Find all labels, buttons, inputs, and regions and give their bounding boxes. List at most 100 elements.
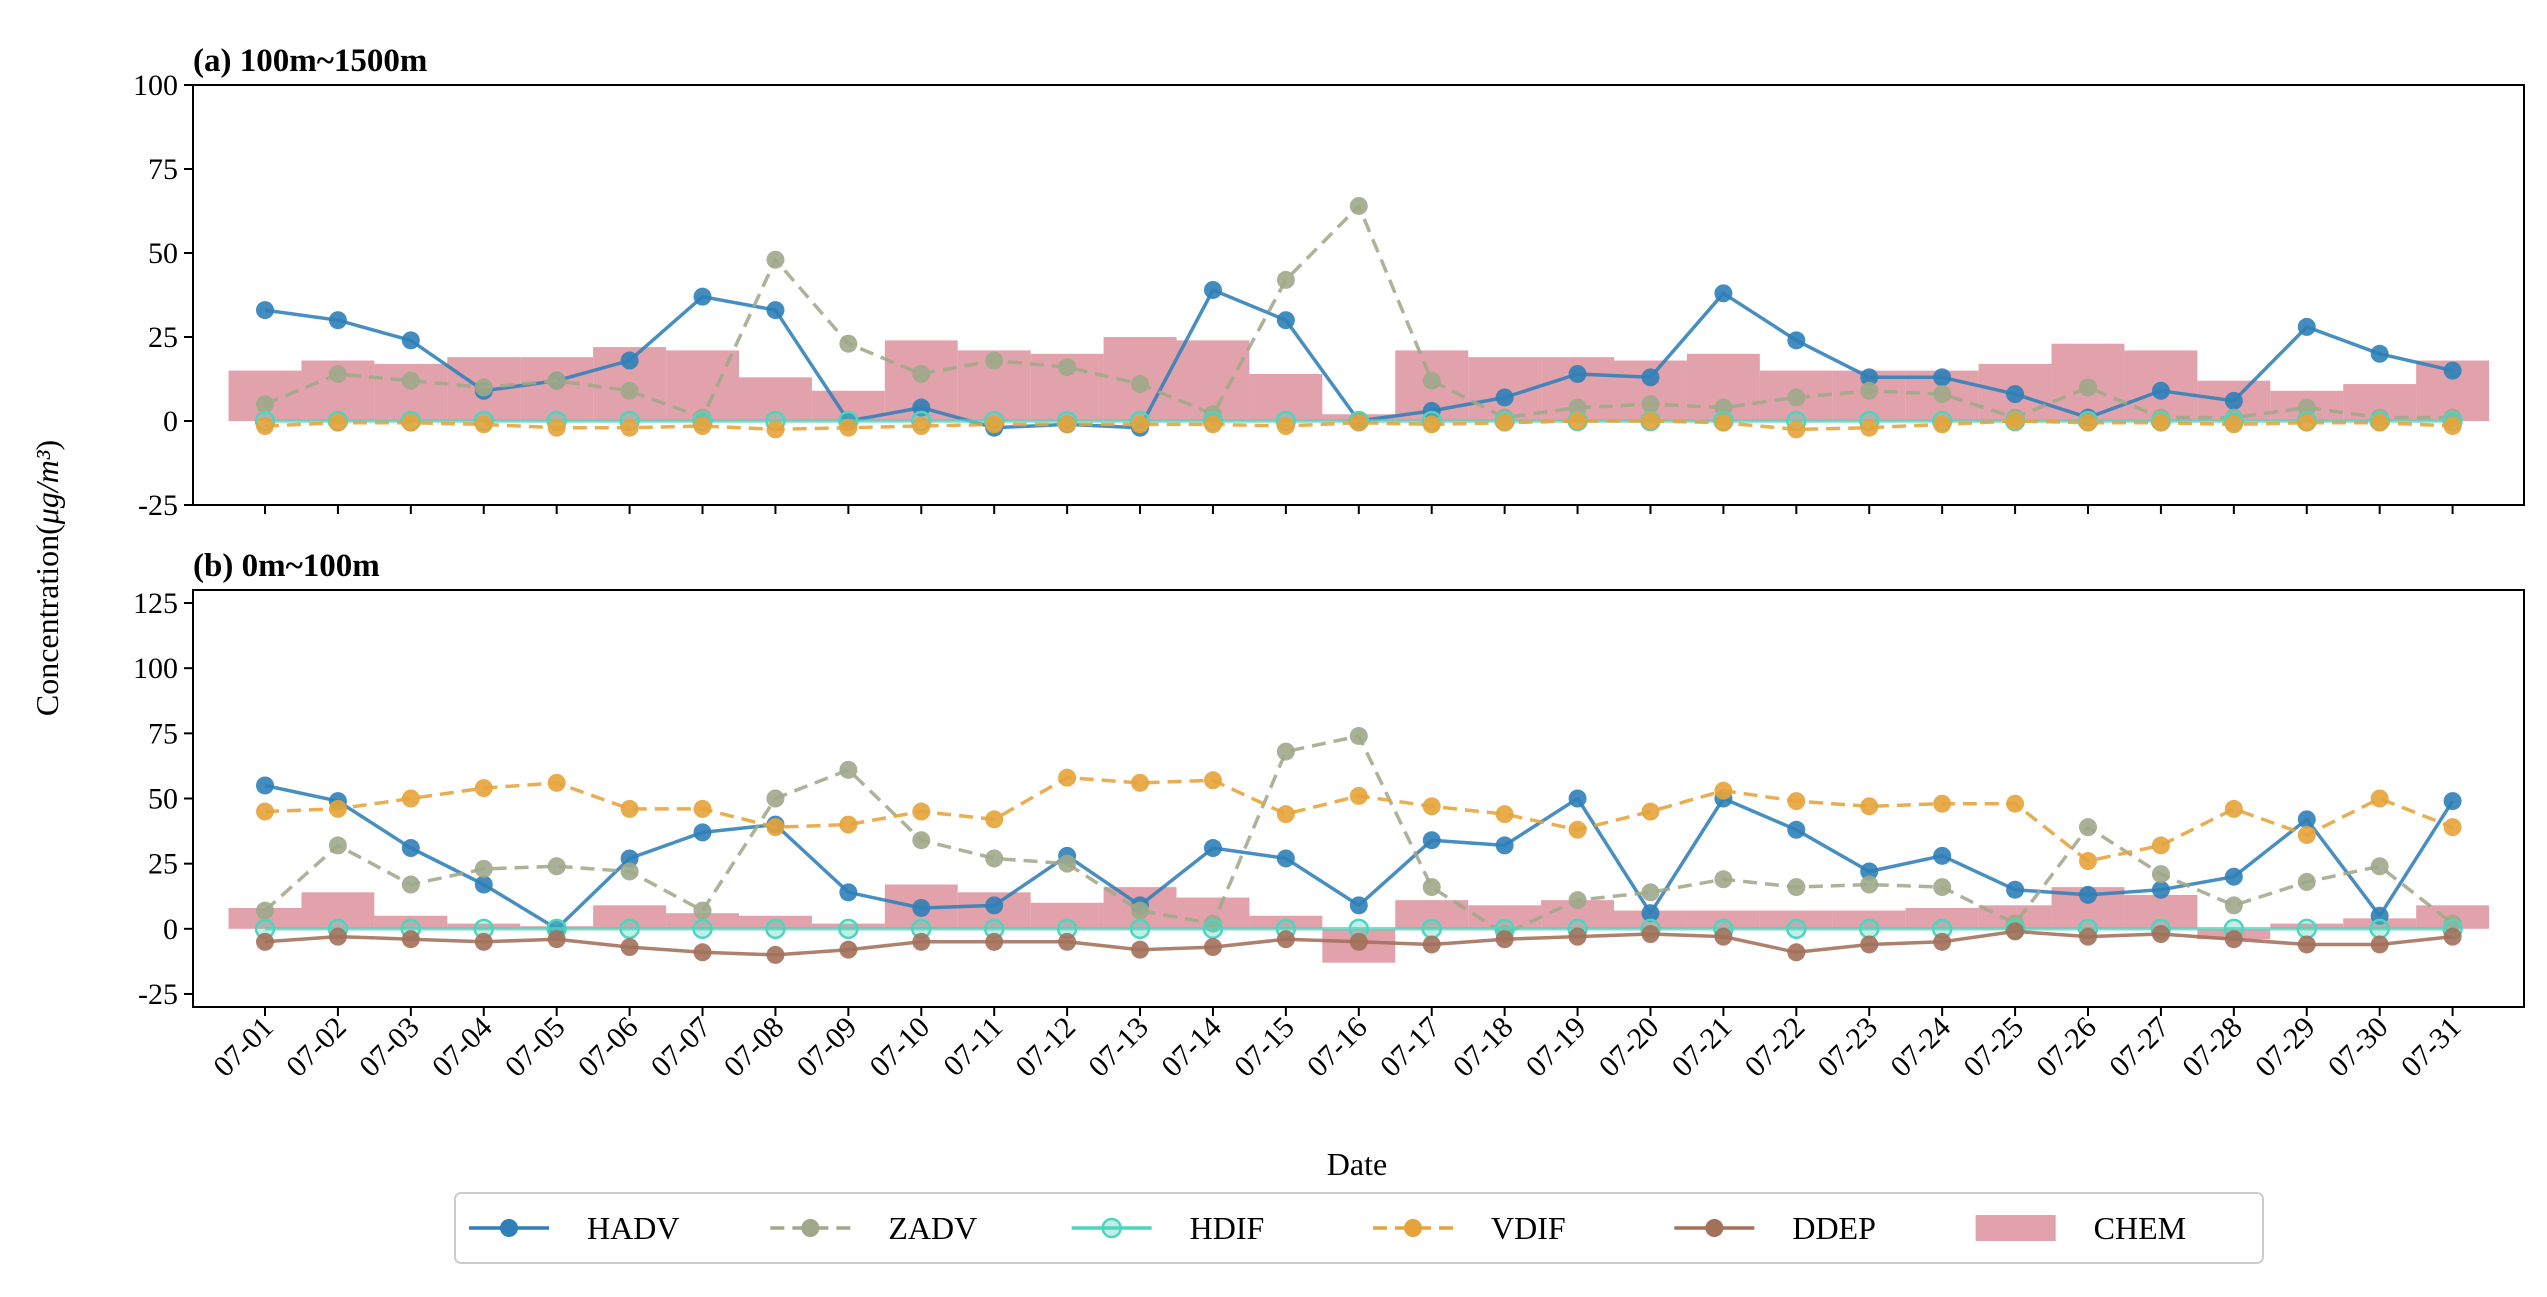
point-hadv bbox=[1787, 331, 1806, 350]
point-zadv bbox=[839, 334, 858, 353]
chem-bar bbox=[374, 915, 448, 929]
point-vdif bbox=[474, 779, 493, 798]
point-vdif bbox=[2443, 417, 2462, 436]
point-ddep bbox=[1203, 938, 1222, 957]
point-vdif bbox=[1349, 413, 1368, 432]
y-tick-label: -25 bbox=[138, 978, 178, 1011]
chem-bar bbox=[811, 923, 885, 929]
x-tick-label: 07-02 bbox=[280, 1011, 353, 1084]
point-ddep bbox=[1641, 925, 1660, 944]
point-ddep bbox=[256, 932, 274, 951]
point-vdif bbox=[693, 799, 712, 818]
point-hadv bbox=[1787, 820, 1806, 839]
point-hadv bbox=[1276, 311, 1295, 330]
point-vdif bbox=[1933, 415, 1952, 434]
point-vdif bbox=[2370, 789, 2389, 808]
point-zadv bbox=[547, 857, 566, 876]
point-ddep bbox=[1787, 943, 1806, 962]
point-zadv bbox=[912, 831, 931, 850]
point-hdif bbox=[692, 918, 713, 940]
point-hadv bbox=[256, 301, 274, 320]
point-vdif bbox=[1276, 417, 1295, 436]
x-tick-label: 07-08 bbox=[718, 1011, 791, 1084]
point-zadv bbox=[2079, 818, 2097, 837]
point-vdif bbox=[256, 417, 274, 436]
legend-label: HDIF bbox=[1190, 1210, 1265, 1246]
point-zadv bbox=[912, 364, 931, 383]
x-tick-label: 07-07 bbox=[645, 1011, 718, 1084]
point-vdif bbox=[1422, 415, 1441, 434]
point-hadv bbox=[1933, 368, 1952, 387]
y-axis-label: Concentration(μg/m³) bbox=[29, 440, 65, 716]
point-vdif bbox=[1495, 413, 1514, 432]
legend-label: ZADV bbox=[888, 1210, 977, 1246]
point-hdif bbox=[838, 918, 859, 940]
point-ddep bbox=[2297, 935, 2316, 954]
point-hadv bbox=[474, 875, 493, 894]
legend-marker bbox=[1101, 1217, 1122, 1239]
point-vdif bbox=[2006, 794, 2025, 813]
point-hadv bbox=[1568, 789, 1587, 808]
point-zadv bbox=[2224, 896, 2243, 915]
point-ddep bbox=[1495, 930, 1514, 949]
point-zadv bbox=[1276, 742, 1295, 761]
point-vdif bbox=[1203, 415, 1222, 434]
x-tick-label: 07-13 bbox=[1082, 1011, 1155, 1084]
point-hadv bbox=[1349, 896, 1368, 915]
point-vdif bbox=[985, 415, 1004, 434]
point-hadv bbox=[401, 839, 420, 858]
legend-label: HADV bbox=[587, 1210, 679, 1246]
point-ddep bbox=[2224, 930, 2243, 949]
point-hadv bbox=[1422, 831, 1441, 850]
point-vdif bbox=[1568, 412, 1587, 430]
point-vdif bbox=[766, 420, 785, 439]
point-zadv bbox=[1131, 375, 1150, 394]
point-zadv bbox=[1641, 883, 1660, 902]
point-zadv bbox=[1860, 381, 1879, 400]
point-zadv bbox=[1058, 358, 1077, 377]
point-ddep bbox=[2370, 935, 2389, 954]
y-tick-label: 100 bbox=[133, 69, 178, 102]
point-vdif bbox=[1422, 797, 1441, 816]
point-hadv bbox=[2370, 344, 2389, 363]
point-hadv bbox=[2006, 880, 2025, 899]
point-vdif bbox=[985, 810, 1004, 829]
point-hadv bbox=[2224, 391, 2243, 410]
point-zadv bbox=[1933, 385, 1952, 404]
point-hdif bbox=[2369, 918, 2390, 940]
point-zadv bbox=[1787, 878, 1806, 897]
point-vdif bbox=[1495, 805, 1514, 824]
legend-item-ddep: DDEP bbox=[1674, 1210, 1876, 1246]
legend-item-hadv: HADV bbox=[469, 1210, 679, 1246]
point-vdif bbox=[2006, 412, 2025, 430]
y-tick-label: 25 bbox=[148, 848, 178, 881]
panel-title: (b) 0m~100m bbox=[193, 548, 380, 584]
point-vdif bbox=[401, 789, 420, 808]
point-hadv bbox=[1203, 280, 1222, 299]
chem-bar bbox=[447, 923, 521, 929]
point-ddep bbox=[620, 938, 639, 957]
point-hadv bbox=[2443, 361, 2462, 380]
legend-marker bbox=[1404, 1219, 1422, 1237]
point-vdif bbox=[1641, 412, 1660, 430]
point-ddep bbox=[1568, 927, 1587, 946]
point-hadv bbox=[1860, 862, 1879, 881]
point-ddep bbox=[839, 940, 858, 959]
x-tick-label: 07-26 bbox=[2030, 1011, 2103, 1084]
point-ddep bbox=[1422, 935, 1441, 954]
point-zadv bbox=[1131, 901, 1150, 920]
point-hadv bbox=[1568, 364, 1587, 383]
point-vdif bbox=[1349, 786, 1368, 805]
point-ddep bbox=[474, 932, 493, 951]
point-vdif bbox=[547, 418, 566, 437]
point-vdif bbox=[2297, 413, 2316, 432]
point-hadv bbox=[2151, 880, 2170, 899]
point-zadv bbox=[328, 836, 347, 855]
point-zadv bbox=[474, 378, 493, 397]
chem-bar bbox=[593, 905, 667, 929]
legend-swatch bbox=[1975, 1215, 2056, 1241]
point-zadv bbox=[328, 364, 347, 383]
x-tick-label: 07-16 bbox=[1301, 1011, 1374, 1084]
point-hdif bbox=[2296, 918, 2318, 940]
